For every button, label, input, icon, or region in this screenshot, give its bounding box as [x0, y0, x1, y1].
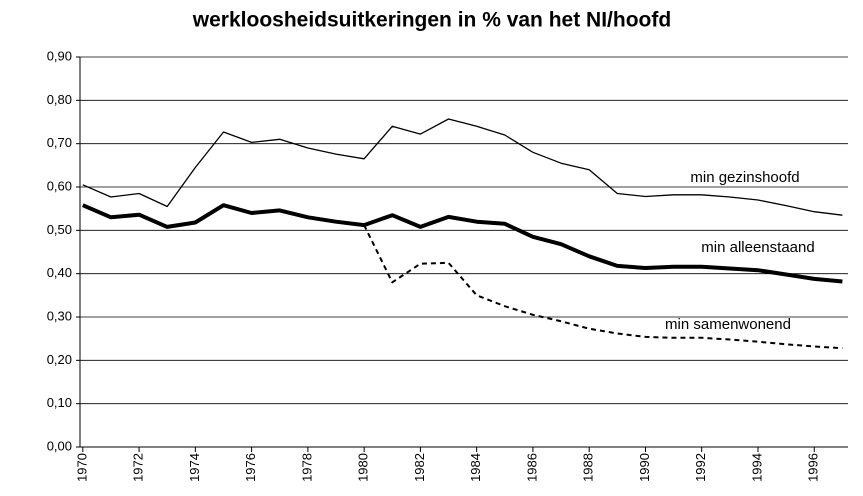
y-tick-label: 0,50: [47, 222, 72, 237]
x-tick-label: 1988: [581, 453, 596, 482]
x-tick-label: 1986: [524, 453, 539, 482]
x-tick-label: 1992: [693, 453, 708, 482]
line-series: [82, 203, 843, 284]
x-tick-label: 1994: [749, 453, 764, 482]
y-tick-label: 0,40: [47, 265, 72, 280]
x-tick-label: 1990: [637, 453, 652, 482]
x-tick-label: 1974: [187, 453, 202, 482]
x-tick-label: 1970: [74, 453, 89, 482]
y-tick-label: 0,20: [47, 352, 72, 367]
x-tick-label: 1996: [806, 453, 821, 482]
y-tick-label: 0,90: [47, 48, 72, 63]
x-tick-label: 1976: [243, 453, 258, 482]
line-series: [82, 118, 843, 216]
x-tick-label: 1978: [299, 453, 314, 482]
y-tick-label: 0,80: [47, 92, 72, 107]
chart-title: werkloosheidsuitkeringen in % van het NI…: [192, 9, 671, 32]
series-label: min alleenstaand: [701, 239, 814, 256]
y-tick-label: 0,10: [47, 395, 72, 410]
x-tick-label: 1984: [468, 453, 483, 482]
y-tick-label: 0,70: [47, 135, 72, 150]
series-label: min gezinshoofd: [690, 169, 799, 186]
series-label: min samenwonend: [665, 316, 791, 333]
y-tick-label: 0,30: [47, 308, 72, 323]
x-tick-label: 1982: [412, 453, 427, 482]
line-series: [363, 224, 843, 350]
y-tick-label: 0,00: [47, 438, 72, 453]
x-tick-label: 1972: [131, 453, 146, 482]
x-tick-label: 1980: [356, 453, 371, 482]
y-tick-label: 0,60: [47, 178, 72, 193]
